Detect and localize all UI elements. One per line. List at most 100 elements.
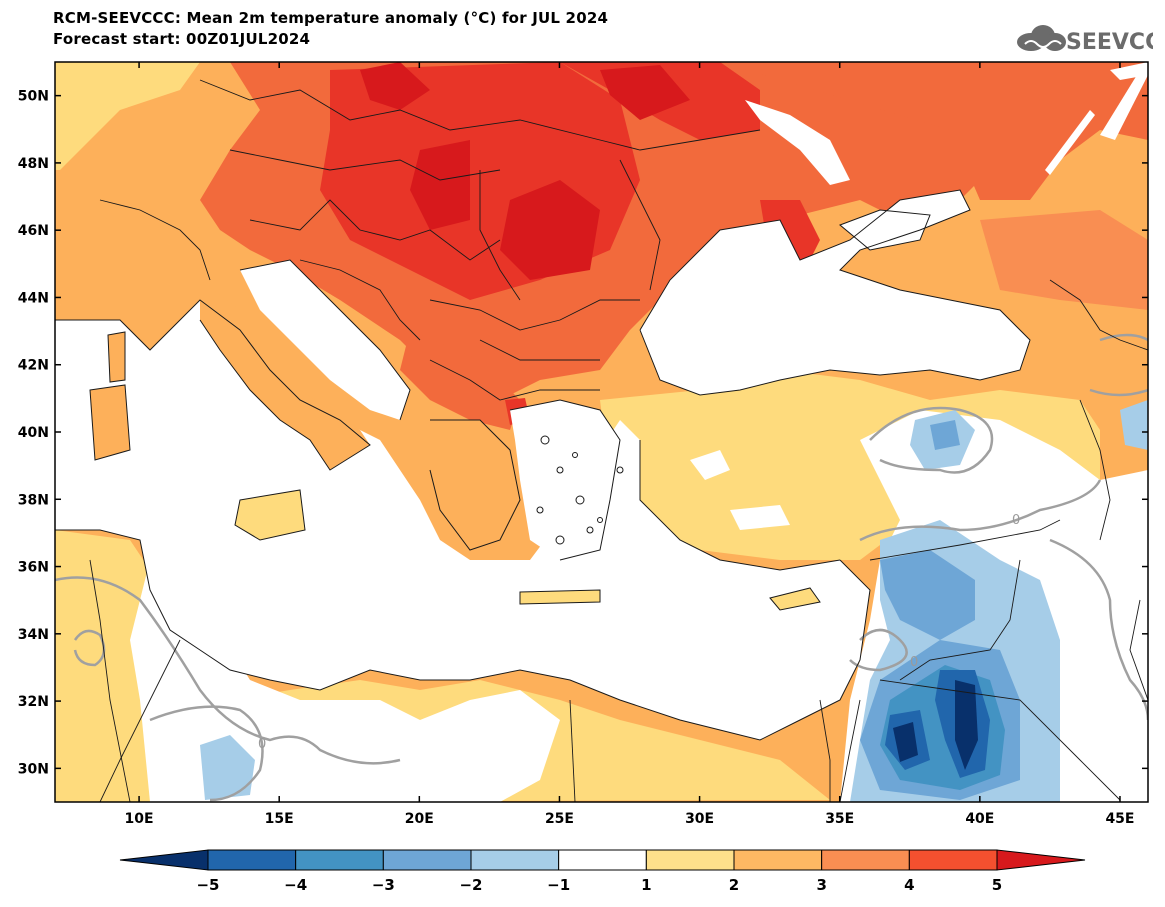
colorbar-swatch [470, 849, 560, 871]
lon-tick-label: 10E [125, 811, 154, 827]
colorbar: −5 −4 −3 −2 −1 1 2 3 4 5 [119, 849, 1086, 894]
colorbar-label: −2 [459, 876, 482, 894]
border-line [229, 149, 501, 181]
anomaly-region-romania-hottest [410, 140, 470, 230]
anomaly-region-east-europe-warm [720, 62, 1148, 200]
azov-sea [840, 210, 930, 250]
zero-contour-label-africa: 0 [258, 737, 266, 752]
colorbar-swatch [295, 849, 384, 871]
coastline-corsica [107, 331, 126, 383]
border-line [479, 170, 521, 301]
border-line [1049, 279, 1148, 351]
zero-contour-east-3 [1049, 538, 1148, 721]
lon-tick-label: 35E [825, 811, 854, 827]
logo-text: SEEVCCC [1066, 30, 1153, 55]
zero-contour-africa [55, 576, 401, 765]
lon-tick-label: 30E [685, 811, 714, 827]
colorbar-max-arrow [996, 849, 1086, 871]
coastline-azov [839, 209, 931, 251]
zero-contour-east [869, 406, 994, 474]
anomaly-region-caucasus-warm [980, 210, 1148, 310]
coastline-greece [429, 419, 521, 551]
lon-tick-label: 15E [265, 811, 294, 827]
lon-tick-label: 20E [405, 811, 434, 827]
anomaly-region-cold-navy-2 [893, 722, 918, 762]
colorbar-label: 2 [729, 876, 739, 894]
border-line [99, 199, 211, 281]
border-line [199, 79, 761, 151]
zero-contour-east-2 [859, 479, 1102, 542]
border-line [879, 679, 1121, 801]
greece-land [430, 420, 520, 550]
aegean-sea [510, 400, 620, 560]
lat-tick-label: 40N [18, 425, 49, 441]
colorbar-label: −3 [372, 876, 395, 894]
colorbar-swatch [645, 849, 735, 871]
border-line [299, 259, 421, 341]
anomaly-region-balkans-warm [400, 330, 520, 430]
anomaly-region-cold-navy [955, 680, 978, 770]
border-line [819, 699, 831, 802]
colorbar-label: −1 [547, 876, 570, 894]
border-line [899, 559, 1021, 681]
aegean-islands [536, 435, 624, 545]
anomaly-region-near-zero-anatolia [690, 450, 730, 480]
axis-ticks: 50N 48N 46N 44N 42N 40N 38N 36N 34N 32N 30N 10E 15E 2… [18, 62, 1148, 827]
coastline-black-sea [639, 189, 1031, 396]
zero-contour-label-levant: 0 [910, 655, 918, 670]
zero-contour-africa-2 [149, 705, 264, 802]
coastline-sicily [234, 489, 306, 541]
anomaly-region-romania-hottest-2 [500, 180, 600, 280]
coastlines [55, 189, 1031, 741]
coastline-cyprus [769, 587, 821, 611]
anomaly-region-near-zero-africa [130, 560, 560, 802]
colorbar-swatch [733, 849, 823, 871]
border-line [429, 359, 600, 401]
northeast-river [1100, 70, 1148, 140]
border-line [869, 519, 1061, 561]
cloud-icon [1017, 25, 1066, 51]
mediterranean-sea [55, 300, 870, 740]
zero-contours [55, 333, 1148, 802]
anomaly-region-cold-mid-3 [930, 420, 960, 450]
zero-contour-northeast [1099, 333, 1148, 342]
colorbar-label: −4 [284, 876, 307, 894]
sardinia-land [90, 385, 130, 460]
sicily-land [235, 490, 305, 540]
colorbar-label: −5 [196, 876, 219, 894]
anomaly-region-cold-mid [880, 550, 975, 640]
colorbar-swatch [382, 849, 472, 871]
colorbar-label: 3 [816, 876, 826, 894]
coastline-north-africa [55, 529, 871, 741]
colorbar-swatch [821, 849, 910, 871]
map-field: 0 0 0 [55, 62, 1148, 802]
lat-tick-label: 50N [18, 89, 49, 105]
border-line [619, 159, 661, 291]
zero-contour-levant [849, 628, 908, 672]
crete-land [520, 590, 600, 604]
border-line [1129, 599, 1148, 701]
country-borders [89, 79, 1148, 802]
border-line [249, 199, 501, 261]
coastline-adriatic [239, 259, 411, 421]
anomaly-region-north-hottest [360, 62, 430, 110]
colorbar-swatch [558, 849, 647, 871]
adriatic-sea [240, 260, 410, 420]
anomaly-region-cold-light-3 [200, 735, 255, 800]
colorbar-label: 5 [992, 876, 1002, 894]
northeast-river-2 [1045, 110, 1095, 175]
coastline-aegean [509, 399, 621, 561]
anomaly-region-north-hottest-2 [600, 65, 690, 120]
lon-tick-label: 25E [545, 811, 574, 827]
coastline-anatolia [639, 440, 841, 571]
lat-tick-label: 38N [18, 492, 49, 508]
colorbar-label: 1 [641, 876, 651, 894]
caspian-sea-edge [1110, 62, 1148, 80]
colorbar-swatch [908, 849, 998, 871]
lon-tick-label: 40E [965, 811, 994, 827]
seevccc-logo: SEEVCCC [1017, 25, 1153, 55]
forecast-start-subtitle: Forecast start: 00Z01JUL2024 [53, 30, 311, 48]
lat-tick-label: 34N [18, 627, 49, 643]
border-line [429, 299, 640, 331]
lat-tick-label: 44N [18, 290, 49, 306]
